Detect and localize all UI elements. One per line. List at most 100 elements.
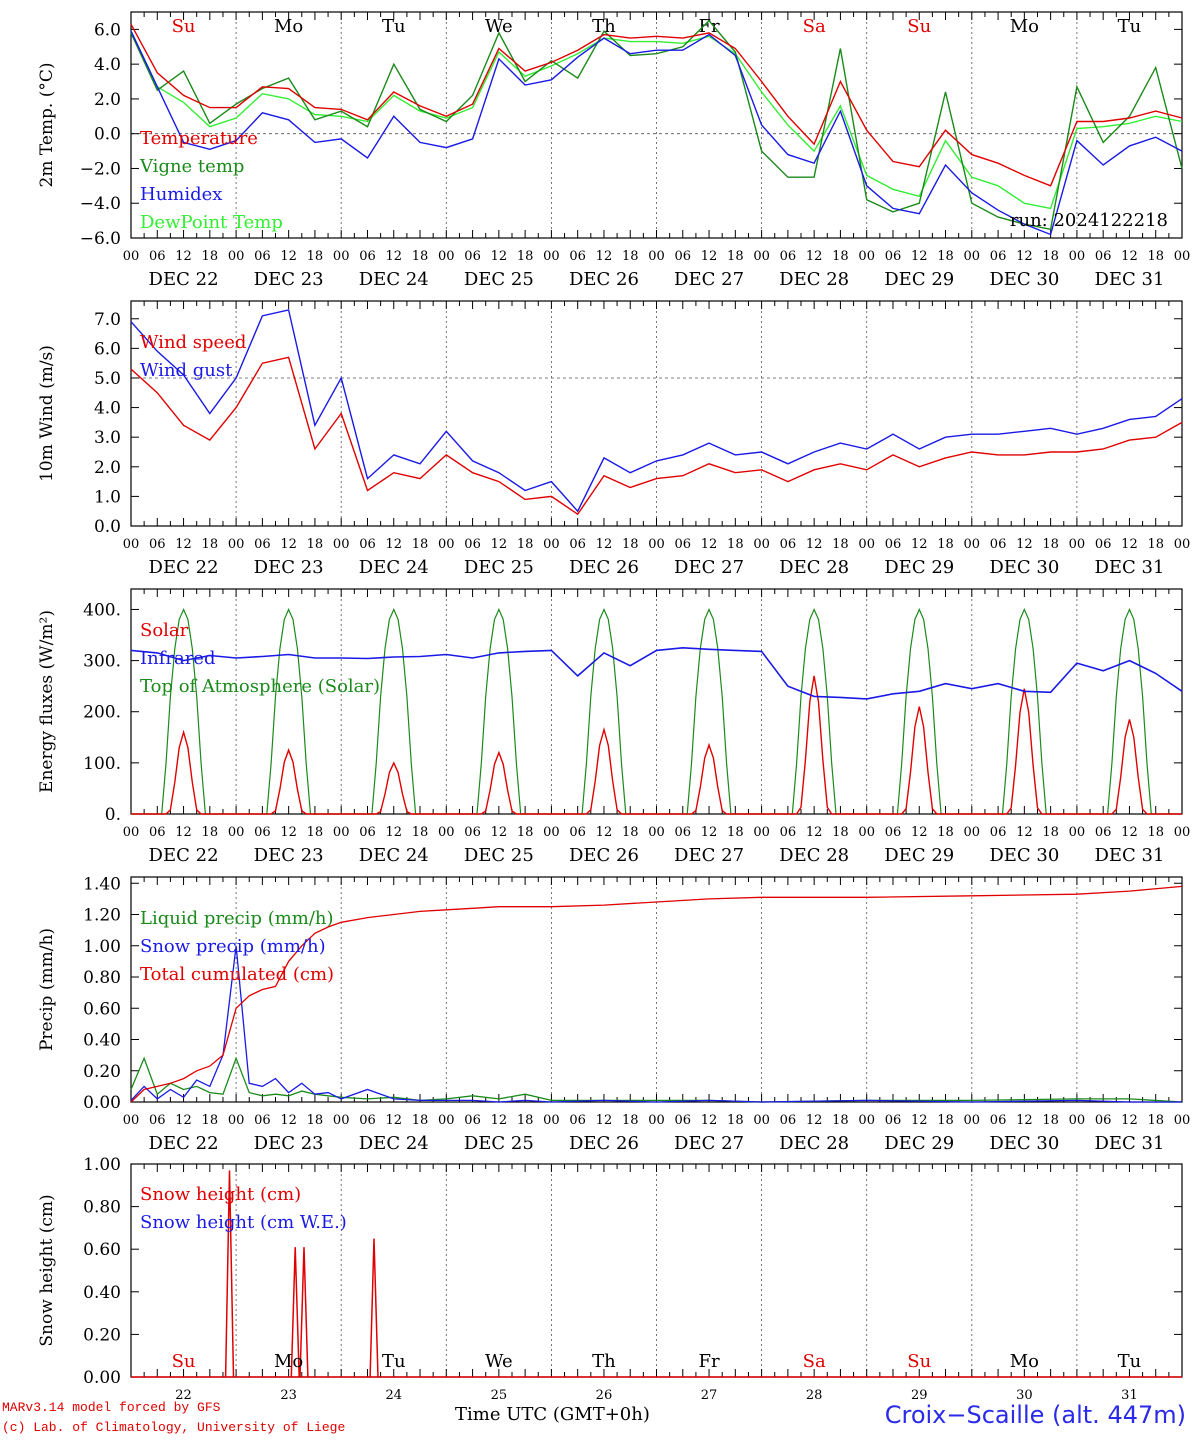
day-number-label: 24 bbox=[385, 1388, 402, 1400]
run-label: run: 2024122218 bbox=[1010, 210, 1168, 231]
hour-tick-label: 00 bbox=[1174, 825, 1191, 840]
hour-tick-label: 00 bbox=[1069, 1113, 1086, 1128]
date-label: DEC 22 bbox=[149, 1133, 219, 1154]
hour-tick-label: 00 bbox=[648, 1113, 665, 1128]
hour-tick-label: 18 bbox=[622, 537, 639, 552]
date-label: DEC 28 bbox=[779, 557, 849, 578]
series-line-wind-speed bbox=[130, 356, 1183, 516]
hour-tick-label: 12 bbox=[385, 537, 402, 552]
hour-tick-label: 18 bbox=[622, 1113, 639, 1128]
y-tick-label: 7.0 bbox=[94, 310, 121, 330]
y-tick-label: 0.0 bbox=[94, 125, 121, 145]
hour-tick-label: 18 bbox=[307, 249, 324, 264]
date-label: DEC 24 bbox=[359, 1133, 429, 1154]
date-label: DEC 31 bbox=[1094, 557, 1164, 578]
hour-tick-label: 06 bbox=[990, 249, 1007, 264]
date-label: DEC 30 bbox=[989, 1133, 1059, 1154]
hour-tick-label: 12 bbox=[280, 825, 297, 840]
hour-tick-label: 00 bbox=[1174, 249, 1191, 264]
hour-tick-label: 18 bbox=[727, 1113, 744, 1128]
legend-snow-precip-mm-h-: Snow precip (mm/h) bbox=[140, 936, 326, 957]
hour-tick-label: 06 bbox=[149, 1113, 166, 1128]
date-label: DEC 24 bbox=[359, 845, 429, 866]
hour-tick-label: 00 bbox=[753, 1113, 770, 1128]
hour-tick-label: 12 bbox=[911, 825, 928, 840]
hour-tick-label: 18 bbox=[517, 1113, 534, 1128]
date-label: DEC 26 bbox=[569, 1133, 639, 1154]
hour-tick-label: 00 bbox=[964, 249, 981, 264]
hour-tick-label: 18 bbox=[412, 249, 429, 264]
date-label: DEC 31 bbox=[1094, 1133, 1164, 1154]
weekday-label: Fr bbox=[699, 1351, 720, 1372]
hour-tick-label: 00 bbox=[858, 249, 875, 264]
hour-tick-label: 00 bbox=[543, 1113, 560, 1128]
hour-tick-label: 12 bbox=[911, 249, 928, 264]
date-label: DEC 27 bbox=[674, 845, 744, 866]
series-line-vigne-temp bbox=[130, 19, 1183, 231]
day-number-label: 23 bbox=[280, 1388, 297, 1400]
date-label: DEC 23 bbox=[254, 845, 324, 866]
hour-tick-label: 00 bbox=[228, 249, 245, 264]
hour-tick-label: 06 bbox=[569, 537, 586, 552]
hour-tick-label: 12 bbox=[701, 537, 718, 552]
y-tick-label: 100. bbox=[83, 754, 121, 774]
weekday-label: Tu bbox=[1118, 1351, 1142, 1372]
hour-tick-label: 12 bbox=[596, 249, 613, 264]
series-line-snow-precip-mm-h- bbox=[130, 945, 1182, 1103]
hour-tick-label: 06 bbox=[675, 249, 692, 264]
hour-tick-label: 12 bbox=[806, 825, 823, 840]
hour-tick-label: 18 bbox=[937, 249, 954, 264]
hour-tick-label: 00 bbox=[123, 537, 140, 552]
hour-tick-label: 00 bbox=[438, 825, 455, 840]
date-label: DEC 26 bbox=[569, 557, 639, 578]
y-tick-label: −2.0 bbox=[80, 159, 121, 179]
hour-tick-label: 00 bbox=[438, 249, 455, 264]
hour-tick-label: 00 bbox=[964, 1113, 981, 1128]
hour-tick-label: 12 bbox=[280, 537, 297, 552]
hour-tick-label: 18 bbox=[1042, 249, 1059, 264]
hour-tick-label: 06 bbox=[675, 1113, 692, 1128]
legend-total-cumulated-cm-: Total cumulated (cm) bbox=[140, 964, 334, 985]
hour-tick-label: 00 bbox=[648, 825, 665, 840]
hour-tick-label: 12 bbox=[491, 825, 508, 840]
hour-tick-label: 06 bbox=[780, 249, 797, 264]
day-number-label: 25 bbox=[491, 1388, 508, 1400]
meteogram-chart: 6.04.02.00.0−2.0−4.0−6.02m Temp. (°C)00 0… bbox=[37, 11, 1191, 1400]
y-tick-label: 0.80 bbox=[83, 1198, 121, 1218]
weekday-label: Su bbox=[907, 16, 931, 37]
snow-spike bbox=[299, 1247, 309, 1378]
day-number-label: 29 bbox=[911, 1388, 928, 1400]
legend-snow-height-cm-: Snow height (cm) bbox=[140, 1184, 301, 1205]
hour-tick-label: 06 bbox=[780, 537, 797, 552]
hour-tick-label: 00 bbox=[543, 537, 560, 552]
date-label: DEC 22 bbox=[149, 845, 219, 866]
station-name: Croix−Scaille (alt. 447m) bbox=[884, 1401, 1186, 1429]
hour-tick-label: 18 bbox=[832, 825, 849, 840]
legend-wind-speed: Wind speed bbox=[140, 332, 246, 353]
hour-tick-label: 06 bbox=[359, 1113, 376, 1128]
hour-tick-label: 06 bbox=[464, 249, 481, 264]
y-tick-label: 0.40 bbox=[83, 1283, 121, 1303]
date-label: DEC 22 bbox=[149, 269, 219, 290]
hour-tick-label: 00 bbox=[964, 537, 981, 552]
weekday-label: Th bbox=[592, 16, 616, 37]
hour-tick-label: 12 bbox=[806, 1113, 823, 1128]
hour-tick-label: 12 bbox=[701, 1113, 718, 1128]
hour-tick-label: 00 bbox=[964, 825, 981, 840]
hour-tick-label: 18 bbox=[1147, 1113, 1164, 1128]
hour-tick-label: 18 bbox=[832, 1113, 849, 1128]
hour-tick-label: 18 bbox=[937, 537, 954, 552]
hour-tick-label: 12 bbox=[1016, 537, 1033, 552]
series-line-total-cumulated-cm- bbox=[130, 885, 1183, 1103]
hour-tick-label: 00 bbox=[543, 825, 560, 840]
day-number-label: 27 bbox=[701, 1388, 718, 1400]
hour-tick-label: 12 bbox=[385, 1113, 402, 1128]
hour-tick-label: 12 bbox=[491, 249, 508, 264]
hour-tick-label: 18 bbox=[1042, 1113, 1059, 1128]
date-label: DEC 25 bbox=[464, 1133, 534, 1154]
hour-tick-label: 06 bbox=[254, 249, 271, 264]
series-line-wind-gust bbox=[130, 309, 1183, 513]
hour-tick-label: 06 bbox=[780, 1113, 797, 1128]
hour-tick-label: 06 bbox=[1095, 249, 1112, 264]
hour-tick-label: 18 bbox=[412, 1113, 429, 1128]
